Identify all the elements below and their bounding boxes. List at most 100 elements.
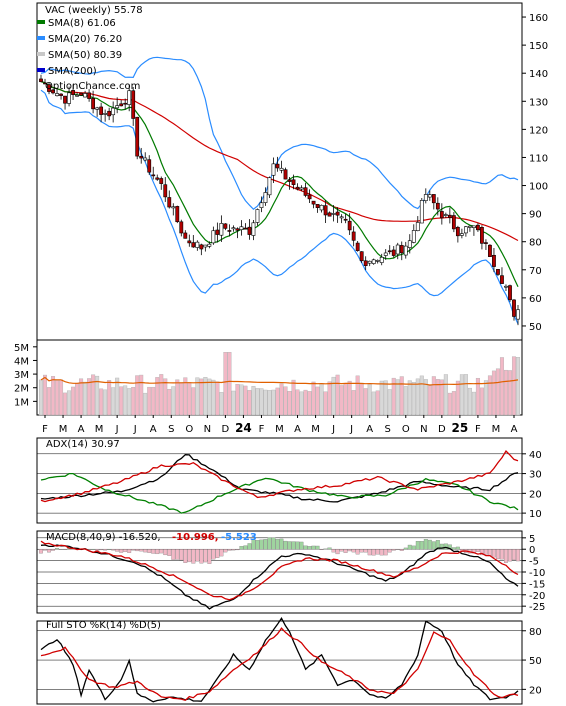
candle-body <box>111 107 116 116</box>
macd-tick-label: 5 <box>529 534 535 545</box>
volume-bar <box>143 392 148 416</box>
macd-histogram-bar <box>427 539 432 550</box>
candle-body <box>496 269 500 275</box>
candle-body <box>343 218 348 221</box>
candle-body <box>171 206 176 209</box>
volume-bar <box>47 387 52 416</box>
volume-bar <box>131 387 136 416</box>
macd-tick-label: -10 <box>529 568 545 579</box>
volume-bar <box>39 379 44 416</box>
candle-body <box>355 242 360 251</box>
volume-bar <box>463 374 468 416</box>
macd-histogram-bar <box>43 549 47 551</box>
macd-histogram-bar <box>383 549 388 556</box>
candle-body <box>191 242 196 248</box>
candle-body <box>279 167 284 171</box>
volume-bar <box>223 352 228 416</box>
volume-tick-label: 1M <box>14 397 29 408</box>
volume-bar <box>347 380 352 416</box>
bollinger-lower <box>40 89 519 325</box>
macd-histogram-bar <box>47 549 51 553</box>
candle-body <box>287 179 292 182</box>
legend-label: SMA(50) 80.39 <box>48 50 122 61</box>
volume-bar <box>387 389 392 416</box>
macd-histogram-bar <box>355 549 360 555</box>
candle-body <box>467 225 472 228</box>
candle-body <box>247 226 252 235</box>
volume-bar <box>295 389 300 416</box>
macd-histogram-bar <box>391 549 396 551</box>
macd-histogram-bar <box>103 549 108 551</box>
macd-histogram-bar <box>115 549 120 552</box>
price-tick-label: 140 <box>529 69 548 80</box>
candle-body <box>127 90 132 105</box>
macd-histogram-bar <box>387 549 392 553</box>
macd-histogram-bar <box>151 549 156 554</box>
macd-histogram-bar <box>175 549 180 560</box>
macd-histogram-bar <box>339 549 344 552</box>
macd-histogram-bar <box>247 543 252 550</box>
candle-body <box>315 204 320 208</box>
macd-histogram-bar <box>479 549 484 556</box>
macd-histogram-bar <box>295 541 300 550</box>
legend-swatch <box>37 20 45 24</box>
x-tick-label: A <box>366 424 373 435</box>
candle-body <box>155 177 160 180</box>
macd-histogram-bar <box>59 549 63 550</box>
macd-histogram-bar <box>504 549 508 563</box>
x-tick-label: S <box>385 424 391 435</box>
x-tick-label: M <box>59 424 68 435</box>
macd-histogram-bar <box>267 537 272 550</box>
candle-body <box>135 116 140 157</box>
adx-title: ADX(14) 30.97 <box>46 439 120 450</box>
adx-line-adx <box>40 454 519 503</box>
macd-histogram-bar <box>111 549 116 551</box>
volume-bar <box>339 385 344 416</box>
macd-histogram-bar <box>147 549 152 553</box>
sma8-line <box>40 81 519 287</box>
candle-body <box>143 157 148 161</box>
price-tick-label: 70 <box>529 266 542 277</box>
bollinger-upper <box>40 56 519 210</box>
candle-body <box>359 251 364 262</box>
volume-bar <box>435 379 440 416</box>
volume-bar <box>135 375 140 416</box>
price-tick-label: 50 <box>529 322 542 333</box>
macd-histogram-bar <box>303 545 308 550</box>
macd-histogram-bar <box>123 549 128 552</box>
volume-bar <box>267 390 272 416</box>
volume-tick-label: 5M <box>14 343 29 354</box>
candle-body <box>123 102 128 105</box>
volume-bar <box>51 376 56 416</box>
adx-tick-label: 40 <box>529 450 542 461</box>
legend-swatch <box>37 68 45 72</box>
macd-signal-value: -10.996, <box>172 532 219 543</box>
macd-histogram-bar <box>171 549 176 560</box>
price-tick-label: 150 <box>529 41 548 52</box>
volume-average-line <box>40 376 519 386</box>
volume-bar <box>467 387 472 416</box>
volume-bar <box>503 369 508 416</box>
macd-histogram-bar <box>139 549 144 552</box>
candle-body <box>512 299 516 317</box>
candle-body <box>131 90 136 119</box>
candle-body <box>203 244 208 248</box>
candle-body <box>91 98 96 110</box>
macd-histogram-bar <box>487 549 492 557</box>
candle-body <box>415 222 420 231</box>
volume-bar <box>411 381 416 416</box>
candle-body <box>488 244 492 257</box>
candle-body <box>195 241 200 248</box>
volume-bar <box>487 375 492 416</box>
volume-bar <box>323 391 328 416</box>
macd-histogram-bar <box>347 549 352 552</box>
macd-hist-value: -5.523 <box>221 532 257 543</box>
volume-bar <box>219 392 224 416</box>
volume-bar <box>499 357 504 416</box>
candle-body <box>199 244 204 250</box>
macd-title: MACD(8,40,9) -16.520, <box>46 532 161 543</box>
macd-histogram-bar <box>167 549 172 556</box>
candle-body <box>119 103 124 107</box>
candle-body <box>71 90 75 95</box>
macd-histogram-bar <box>411 545 416 550</box>
